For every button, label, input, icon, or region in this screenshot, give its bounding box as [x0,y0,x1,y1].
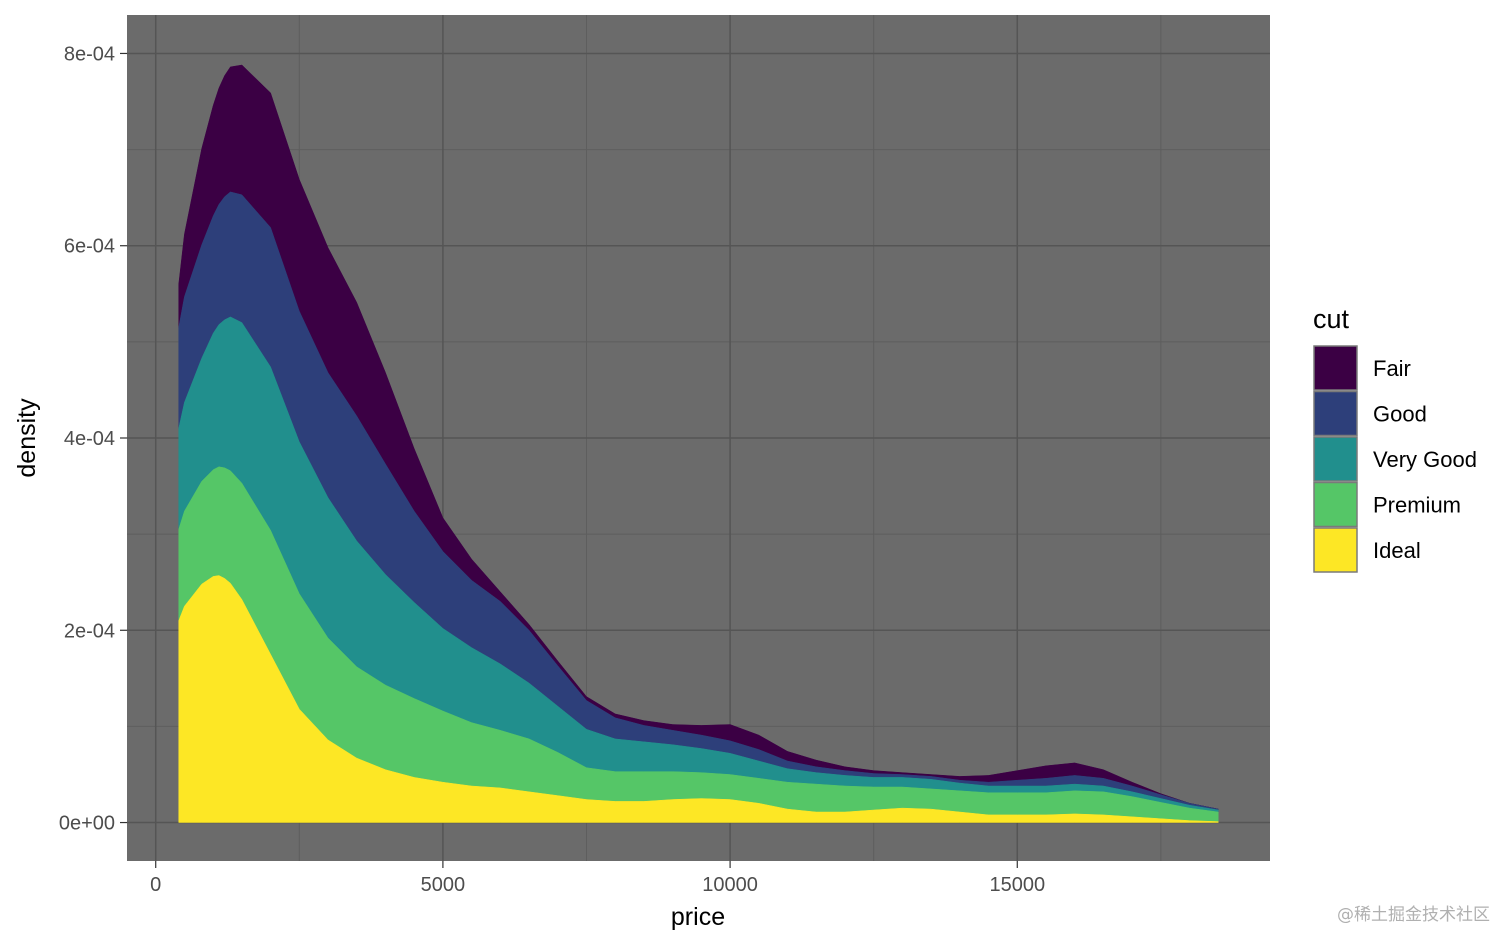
legend-key-good [1313,390,1358,437]
legend-title: cut [1313,304,1350,334]
legend-key-premium [1313,481,1358,528]
legend-label-premium: Premium [1373,493,1461,518]
legend-label-good: Good [1373,402,1427,427]
area-ideal [178,575,1219,823]
legend-key-ideal [1313,527,1358,573]
legend-key-fair [1313,345,1358,391]
x-axis-title: price [671,903,725,931]
legend: cut Fair Good Very Good Premium Ideal [1313,304,1477,573]
y-tick-label: 8e-04 [64,43,115,65]
legend-label-fair: Fair [1373,356,1411,381]
legend-label-very-good: Very Good [1373,447,1477,472]
x-tick-label: 10000 [702,874,758,896]
watermark-text: @稀土掘金技术社区 [1337,905,1490,925]
x-tick-label: 15000 [989,874,1045,896]
x-tick-label: 5000 [421,874,466,896]
y-tick-label: 4e-04 [64,428,115,450]
legend-key-very-good [1313,436,1358,482]
y-axis-title: density [13,398,41,478]
y-tick-label: 0e+00 [59,813,115,835]
legend-label-ideal: Ideal [1373,538,1421,563]
x-axis: 0 5000 10000 15000 [150,861,1045,896]
y-tick-label: 2e-04 [64,620,115,642]
y-axis: 0e+00 2e-04 4e-04 6e-04 8e-04 [59,43,127,835]
x-tick-label: 0 [150,874,161,896]
stacked-areas [178,64,1219,823]
y-tick-label: 6e-04 [64,236,115,258]
